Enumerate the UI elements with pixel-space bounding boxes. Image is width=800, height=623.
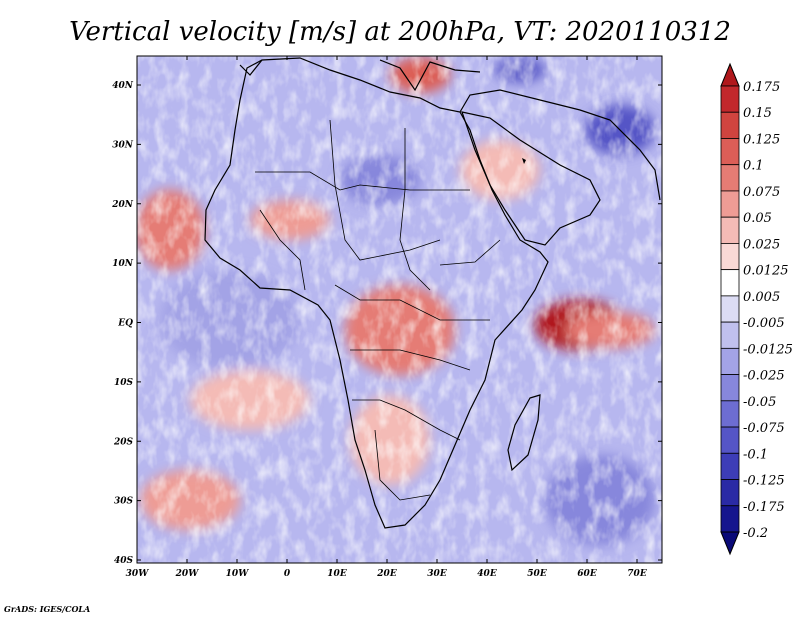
- longitude-axis: 30W 20W 10W 0 10E 20E 30E 40E 50E 60E 70E: [126, 56, 647, 579]
- colorbar-label: 0.005: [743, 290, 780, 305]
- field-texture: [137, 56, 662, 563]
- colorbar-label: 0.05: [743, 211, 772, 226]
- lat-tick-label: EQ: [117, 319, 133, 329]
- border: [352, 399, 461, 441]
- lon-tick-label: 10W: [226, 569, 250, 579]
- colorbar-label: 0.0125: [743, 264, 789, 279]
- colorbar: 0.175 0.15 0.125 0.1 0.075 0.05 0.025 0.0125 0.0…: [720, 62, 793, 556]
- colorbar-label: -0.05: [743, 395, 776, 410]
- colorbar-segment: [720, 400, 740, 428]
- colorbar-segment: [720, 374, 740, 402]
- border: [259, 209, 306, 291]
- credit-text: GrADS: IGES/COLA: [4, 604, 90, 614]
- colorbar-segment: [720, 347, 740, 375]
- madagascar-coastline: [507, 394, 541, 472]
- lon-tick-label: 20W: [175, 569, 200, 579]
- lat-tick-label: 30S: [114, 497, 134, 507]
- africa-coastline: [204, 57, 549, 529]
- colorbar-top-arrow: [720, 62, 740, 87]
- border: [350, 349, 471, 371]
- lat-tick-label: 30N: [112, 140, 134, 150]
- colorbar-segment: [720, 295, 740, 323]
- lat-tick-label: 40S: [114, 556, 134, 566]
- lon-tick-label: 20E: [376, 569, 397, 579]
- lat-tick-label: 10N: [112, 259, 134, 269]
- lake-marker: [522, 158, 526, 164]
- colorbar-label: -0.175: [743, 500, 785, 515]
- lon-tick-label: 30W: [126, 569, 150, 579]
- colorbar-segment: [720, 190, 740, 218]
- colorbar-segment: [720, 243, 740, 271]
- chart-title: Vertical velocity [m/s] at 200hPa, VT: 2…: [69, 17, 731, 47]
- lat-tick-label: 40N: [112, 81, 134, 91]
- colorbar-label: -0.025: [743, 369, 785, 384]
- border: [334, 284, 490, 321]
- border: [399, 128, 431, 291]
- lon-tick-label: 50E: [527, 569, 547, 579]
- colorbar-segment: [720, 505, 740, 533]
- colorbar-label: -0.075: [743, 421, 785, 436]
- lat-tick-label: 20N: [111, 200, 134, 210]
- border: [329, 119, 441, 261]
- lon-tick-label: 40E: [477, 569, 497, 579]
- asia-coastline: [459, 89, 661, 201]
- europe-coastline: [379, 59, 481, 92]
- colorbar-label: -0.2: [743, 526, 768, 541]
- colorbar-segment: [720, 321, 740, 349]
- colorbar-bottom-arrow: [720, 531, 740, 556]
- coastlines: [204, 57, 661, 529]
- border: [374, 429, 431, 501]
- arabia-coastline: [461, 111, 601, 246]
- colorbar-label: -0.005: [743, 316, 785, 331]
- lon-tick-label: 60E: [577, 569, 597, 579]
- colorbar-segment: [720, 426, 740, 454]
- colorbar-label: 0.175: [743, 80, 780, 95]
- country-borders: [255, 119, 501, 501]
- colorbar-label: -0.125: [743, 474, 785, 489]
- colorbar-segment: [720, 479, 740, 507]
- colorbar-segment: [720, 452, 740, 480]
- latitude-axis: 40N 30N 20N 10N EQ 10S 20S 30S 40S: [111, 81, 662, 566]
- map-frame: [136, 55, 663, 564]
- colorbar-segment: [720, 85, 740, 113]
- colorbar-segment: [720, 138, 740, 166]
- border: [255, 171, 470, 191]
- lon-tick-label: 70E: [627, 569, 647, 579]
- colorbar-label: -0.1: [743, 447, 768, 462]
- map-panel: [137, 56, 662, 563]
- lat-tick-label: 10S: [114, 378, 134, 388]
- colorbar-label: 0.1: [743, 159, 764, 174]
- border: [439, 239, 501, 266]
- lat-tick-label: 20S: [113, 437, 134, 447]
- colorbar-segment: [720, 216, 740, 244]
- colorbar-label: 0.125: [743, 132, 780, 147]
- lon-tick-label: 10E: [327, 569, 347, 579]
- colorbar-segment: [720, 111, 740, 139]
- colorbar-label: 0.025: [743, 237, 780, 252]
- lon-tick-label: 0: [284, 569, 291, 579]
- colorbar-segment: [720, 269, 740, 297]
- iberia-coastline: [239, 59, 263, 76]
- lon-tick-label: 30E: [427, 569, 447, 579]
- colorbar-label: -0.0125: [743, 342, 793, 357]
- colorbar-label: 0.15: [743, 106, 772, 121]
- colorbar-segment: [720, 164, 740, 192]
- colorbar-label: 0.075: [743, 185, 780, 200]
